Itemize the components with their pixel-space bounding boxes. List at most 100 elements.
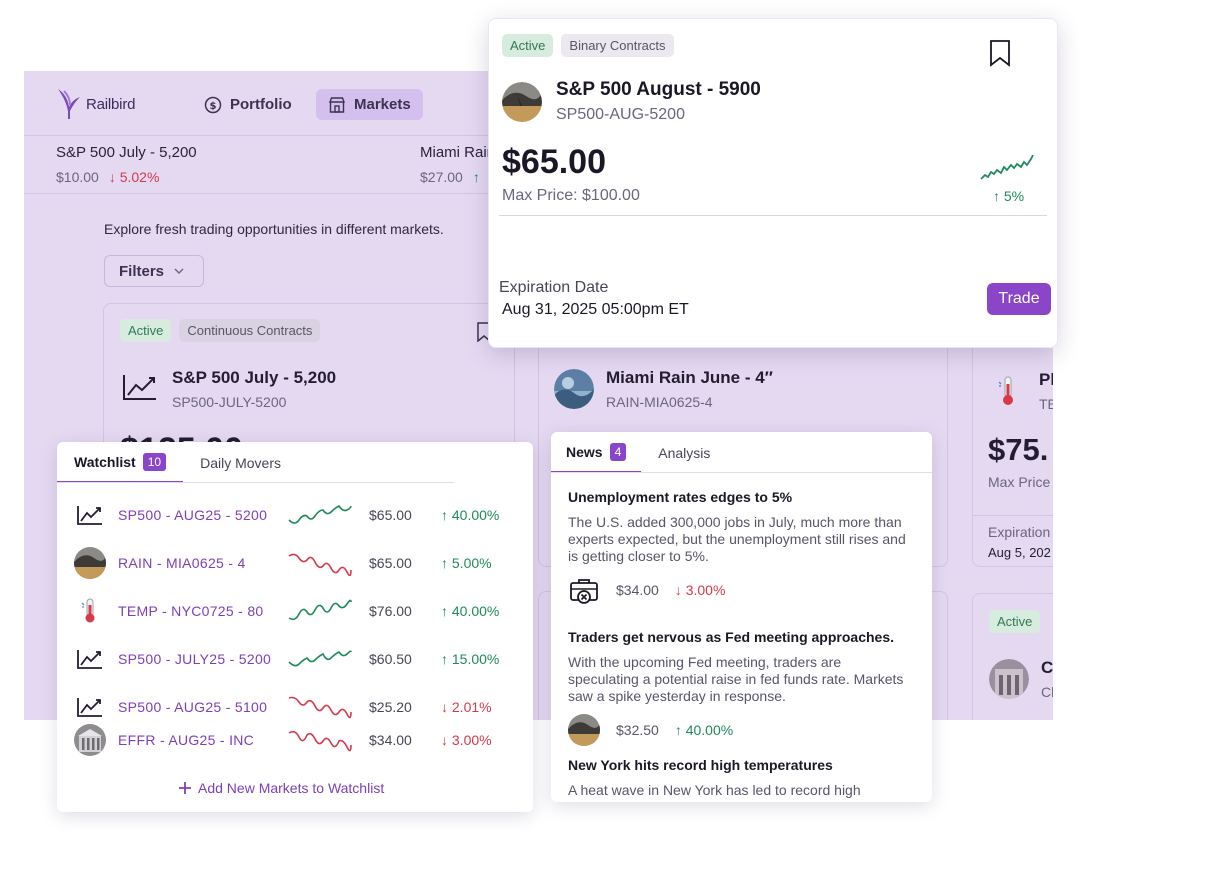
article-change: ↑ 40.00%: [674, 722, 734, 738]
tab-watchlist-label: Watchlist: [74, 453, 136, 470]
watchlist-row[interactable]: RAIN - MIA0625 - 4 $65.00 ↑ 5.00%: [57, 546, 533, 580]
watchlist-market-link[interactable]: EFFR - AUG25 - INC: [118, 732, 255, 748]
add-markets-label: Add New Markets to Watchlist: [198, 780, 385, 796]
article-change: ↓ 3.00%: [674, 582, 726, 598]
trend-chart-icon: [123, 375, 156, 400]
svg-text:$: $: [210, 101, 217, 112]
nav-markets-label: Markets: [354, 96, 411, 113]
trade-button[interactable]: Trade: [987, 283, 1051, 315]
card-title: Pl: [1039, 370, 1053, 389]
article-title: Unemployment rates edges to 5%: [568, 489, 793, 505]
railbird-logo[interactable]: Railbird: [56, 87, 135, 121]
storefront-icon: [328, 96, 346, 113]
thermometer-icon: [74, 595, 106, 627]
sparkline-up: [288, 599, 352, 621]
railbird-logo-icon: [58, 89, 80, 119]
market-card[interactable]: Pl TE $75. Max Price Expiration Aug 5, 2…: [972, 333, 1053, 567]
trend-chart-icon: [74, 499, 106, 531]
watchlist-change: ↑ 40.00%: [441, 507, 500, 523]
featured-contract-card[interactable]: Active Binary Contracts S&P 500 August -…: [488, 18, 1058, 348]
watchlist-price: $65.00: [369, 507, 412, 523]
news-article[interactable]: Traders get nervous as Fed meeting appro…: [568, 629, 913, 746]
watchlist-price: $25.20: [369, 699, 412, 715]
tab-watchlist[interactable]: Watchlist 10: [57, 442, 184, 483]
add-markets-link[interactable]: Add New Markets to Watchlist: [178, 780, 384, 796]
ticker-name: Miami Rain: [420, 144, 496, 161]
filters-button[interactable]: Filters: [104, 255, 204, 287]
article-title: New York hits record high temperatures: [568, 757, 833, 773]
chevron-down-icon: [174, 268, 184, 274]
ticker-name: S&P 500 July - 5,200: [56, 144, 197, 161]
article-body: A heat wave in New York has led to recor…: [568, 782, 861, 798]
storm-photo-icon: [554, 369, 594, 409]
watchlist-row[interactable]: TEMP - NYC0725 - 80 $76.00 ↑ 40.00%: [57, 594, 533, 628]
contract-change: ↑ 5%: [993, 188, 1025, 204]
watchlist-change: ↑ 5.00%: [441, 555, 492, 571]
thermometer-icon: [998, 376, 1013, 405]
watchlist-change: ↑ 40.00%: [441, 603, 500, 619]
watchlist-row[interactable]: EFFR - AUG25 - INC $34.00 ↓ 3.00%: [57, 723, 533, 757]
dollar-circle-icon: $: [204, 96, 222, 113]
card-title: C: [1041, 658, 1053, 677]
contract-code: SP500-AUG-5200: [556, 106, 685, 123]
sparkline-up: [288, 504, 352, 524]
card-exp-date: Aug 5, 202: [988, 545, 1051, 560]
contract-price: $65.00: [502, 143, 606, 181]
tab-analysis-label: Analysis: [658, 444, 711, 461]
card-title: S&P 500 July - 5,200: [172, 368, 337, 387]
trend-chart-icon: [74, 643, 106, 675]
sparkline-up: [980, 154, 1034, 180]
article-title: Traders get nervous as Fed meeting appro…: [568, 629, 894, 645]
briefcase-x-icon: [570, 579, 598, 604]
watchlist-price: $65.00: [369, 555, 412, 571]
watchlist-price: $34.00: [369, 732, 412, 748]
watchlist-change: ↓ 2.01%: [441, 699, 492, 715]
nav-markets[interactable]: Markets: [316, 89, 423, 120]
storm-photo-icon: [74, 547, 106, 579]
watchlist-market-link[interactable]: SP500 - AUG25 - 5100: [118, 699, 268, 715]
ticker-item[interactable]: S&P 500 July - 5,200 $10.00 ↓ 5.02%: [56, 144, 197, 185]
card-code: SP500-JULY-5200: [172, 394, 287, 410]
article-body: The U.S. added 300,000 jobs in July, muc…: [568, 514, 906, 564]
card-max-label: Max Price: [988, 474, 1051, 490]
watchlist-market-link[interactable]: TEMP - NYC0725 - 80: [118, 603, 264, 619]
expiration-date: Aug 31, 2025 05:00pm ET: [502, 301, 689, 318]
sparkline-up: [288, 650, 352, 667]
ticker-change: ↑: [472, 169, 480, 185]
watchlist-row[interactable]: SP500 - AUG25 - 5100 $25.20 ↓ 2.01%: [57, 690, 533, 724]
contract-max-price: Max Price: $100.00: [502, 187, 640, 204]
card-price: $75.: [988, 432, 1049, 467]
watchlist-market-link[interactable]: SP500 - AUG25 - 5200: [118, 507, 268, 523]
ticker-price: $10.00: [56, 169, 99, 185]
plus-icon: [179, 782, 191, 794]
bank-building-icon: [74, 724, 106, 756]
watchlist-market-link[interactable]: RAIN - MIA0625 - 4: [118, 555, 246, 571]
watchlist-row[interactable]: SP500 - JULY25 - 5200 $60.50 ↑ 15.00%: [57, 642, 533, 676]
tab-news[interactable]: News 4: [551, 432, 642, 473]
card-code: Cl: [1041, 684, 1053, 700]
market-card[interactable]: Active C Cl: [972, 593, 1053, 720]
sparkline-down: [288, 730, 352, 752]
nav-portfolio-label: Portfolio: [230, 96, 292, 113]
sparkline-down: [288, 553, 352, 576]
watchlist-price: $60.50: [369, 651, 412, 667]
article-body: With the upcoming Fed meeting, traders a…: [568, 654, 904, 704]
status-badge: Active: [120, 319, 172, 342]
logo-text: Railbird: [86, 95, 136, 113]
watchlist-change: ↑ 15.00%: [441, 651, 500, 667]
tab-analysis[interactable]: Analysis: [641, 432, 727, 473]
nav-portfolio[interactable]: $ Portfolio: [192, 89, 304, 120]
watchlist-market-link[interactable]: SP500 - JULY25 - 5200: [118, 651, 272, 667]
ticker-change: ↓ 5.02%: [108, 169, 160, 185]
article-price: $32.50: [616, 722, 659, 738]
watchlist-count-badge: 10: [142, 452, 167, 471]
tab-daily-movers[interactable]: Daily Movers: [183, 442, 298, 483]
contract-type-badge: Continuous Contracts: [179, 319, 321, 342]
storm-photo-icon: [502, 81, 542, 122]
ticker-item[interactable]: Miami Rain $27.00 ↑: [420, 144, 495, 185]
watchlist-panel: Watchlist 10 Daily Movers SP500 - AUG25 …: [57, 442, 533, 812]
watchlist-row[interactable]: SP500 - AUG25 - 5200 $65.00 ↑ 40.00%: [57, 498, 533, 532]
bookmark-icon[interactable]: [989, 39, 1011, 67]
news-article[interactable]: New York hits record high temperatures A…: [568, 757, 913, 799]
news-article[interactable]: Unemployment rates edges to 5% The U.S. …: [568, 489, 913, 606]
